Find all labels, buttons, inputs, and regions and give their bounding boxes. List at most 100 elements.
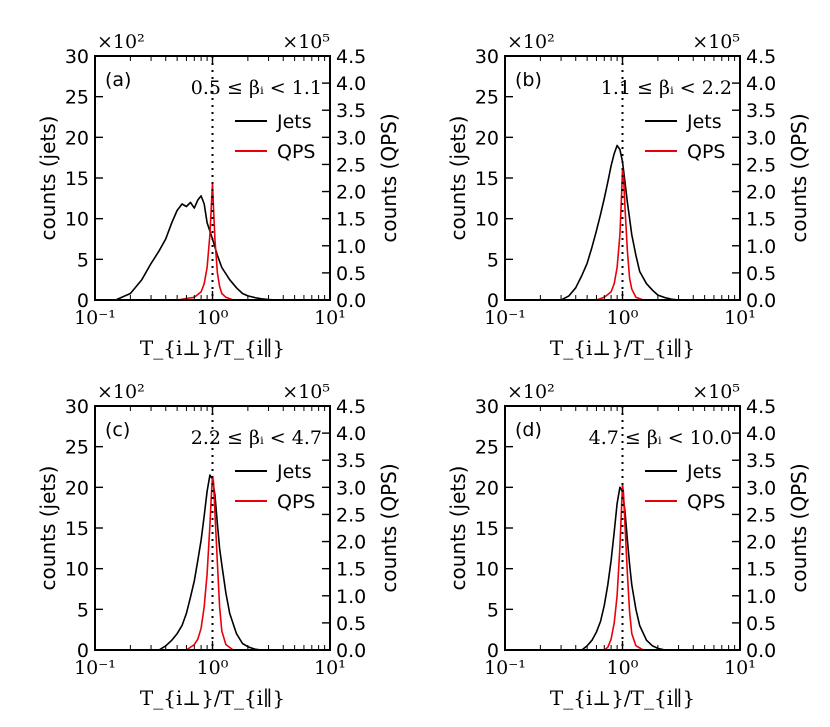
right-axis-multiplier: ×10⁵ <box>282 381 330 403</box>
y-axis-label-right: counts (QPS) <box>787 463 811 592</box>
legend-label-qps: QPS <box>277 491 315 513</box>
y-axis-label-left: counts (jets) <box>446 116 470 241</box>
panel-label: (d) <box>515 419 542 441</box>
x-tick-label: 10⁰ <box>197 657 229 679</box>
right-tick-label: 1.5 <box>336 209 366 231</box>
legend-label-jets: Jets <box>276 111 312 133</box>
x-axis-label: T_{i⊥}/T_{i∥} <box>140 686 285 710</box>
legend-label-qps: QPS <box>277 141 315 163</box>
left-tick-label: 25 <box>65 437 89 459</box>
left-axis-multiplier: ×10² <box>507 381 555 403</box>
series-line-jets <box>560 144 679 301</box>
left-tick-label: 25 <box>475 87 499 109</box>
right-tick-label: 3.0 <box>746 477 776 499</box>
panel-label: (c) <box>105 419 130 441</box>
y-axis-label-left: counts (jets) <box>36 116 60 241</box>
right-tick-label: 4.0 <box>746 73 776 95</box>
right-tick-label: 0.5 <box>746 613 776 635</box>
right-tick-label: 0.0 <box>336 290 366 312</box>
beta-range-label: 1.1 ≤ βᵢ < 2.2 <box>601 77 732 99</box>
right-axis-multiplier: ×10⁵ <box>282 31 330 53</box>
legend-label-qps: QPS <box>687 141 725 163</box>
x-tick-label: 10⁰ <box>607 307 639 329</box>
y-axis-label-left: counts (jets) <box>446 466 470 591</box>
left-tick-label: 5 <box>487 599 499 621</box>
right-tick-label: 3.0 <box>746 127 776 149</box>
left-tick-label: 0 <box>77 640 89 662</box>
left-tick-label: 0 <box>487 640 499 662</box>
left-tick-label: 20 <box>475 477 499 499</box>
series-line-qps <box>176 182 234 301</box>
series-line-jets <box>581 486 666 651</box>
right-tick-label: 1.5 <box>336 559 366 581</box>
right-tick-label: 3.0 <box>336 127 366 149</box>
right-tick-label: 2.5 <box>336 154 366 176</box>
right-axis-multiplier: ×10⁵ <box>692 31 740 53</box>
right-tick-label: 2.5 <box>746 154 776 176</box>
right-tick-label: 0.5 <box>746 263 776 285</box>
right-tick-label: 1.5 <box>746 209 776 231</box>
left-tick-label: 30 <box>65 46 89 68</box>
y-axis-label-left: counts (jets) <box>36 466 60 591</box>
right-tick-label: 4.5 <box>336 396 366 418</box>
chart-panel-4: 0 5 10 15 20 25 30 0.0 0.5 1.0 1.5 2.0 2.5 3.0 3.5 4.0 4… <box>446 381 811 710</box>
legend-label-jets: Jets <box>686 111 722 133</box>
left-tick-label: 20 <box>65 127 89 149</box>
x-tick-label: 10⁰ <box>197 307 229 329</box>
right-axis-multiplier: ×10⁵ <box>692 381 740 403</box>
right-tick-label: 1.0 <box>746 236 776 258</box>
right-tick-label: 1.0 <box>336 586 366 608</box>
left-tick-label: 15 <box>475 168 499 190</box>
right-tick-label: 3.5 <box>336 450 366 472</box>
series-line-qps <box>596 169 644 301</box>
right-tick-label: 4.5 <box>746 46 776 68</box>
left-tick-label: 10 <box>65 209 89 231</box>
right-tick-label: 3.5 <box>336 100 366 122</box>
left-tick-label: 30 <box>475 396 499 418</box>
left-tick-label: 25 <box>475 437 499 459</box>
left-tick-label: 15 <box>65 518 89 540</box>
x-tick-label: 10⁻¹ <box>484 307 526 329</box>
right-tick-label: 4.0 <box>746 423 776 445</box>
beta-range-label: 0.5 ≤ βᵢ < 1.1 <box>191 77 322 99</box>
x-axis-label: T_{i⊥}/T_{i∥} <box>140 336 285 360</box>
right-tick-label: 4.5 <box>746 396 776 418</box>
beta-range-label: 4.7 ≤ βᵢ < 10.0 <box>589 427 732 449</box>
y-axis-label-right: counts (QPS) <box>377 463 401 592</box>
left-tick-label: 5 <box>77 249 89 271</box>
right-tick-label: 4.0 <box>336 423 366 445</box>
chart-panel-3: 0 5 10 15 20 25 30 0.0 0.5 1.0 1.5 2.0 2.5 3.0 3.5 4.0 4… <box>36 381 401 710</box>
right-tick-label: 0.0 <box>746 640 776 662</box>
series-line-qps <box>185 475 234 651</box>
right-tick-label: 1.5 <box>746 559 776 581</box>
right-tick-label: 4.5 <box>336 46 366 68</box>
left-tick-label: 10 <box>475 559 499 581</box>
legend-label-jets: Jets <box>686 461 722 483</box>
right-tick-label: 3.0 <box>336 477 366 499</box>
left-tick-label: 25 <box>65 87 89 109</box>
right-tick-label: 0.0 <box>336 640 366 662</box>
chart-panel-1: 0 5 10 15 20 25 30 0.0 0.5 1.0 1.5 2.0 2.5 3.0 3.5 4.0 4… <box>36 31 401 360</box>
right-tick-label: 0.5 <box>336 613 366 635</box>
x-tick-label: 10⁻¹ <box>484 657 526 679</box>
left-tick-label: 0 <box>487 290 499 312</box>
right-tick-label: 2.0 <box>746 532 776 554</box>
right-tick-label: 2.0 <box>746 182 776 204</box>
x-tick-label: 10¹ <box>314 307 346 329</box>
left-tick-label: 5 <box>77 599 89 621</box>
right-tick-label: 3.5 <box>746 450 776 472</box>
right-tick-label: 2.5 <box>336 504 366 526</box>
x-tick-label: 10¹ <box>724 307 756 329</box>
series-line-jets <box>115 195 277 301</box>
right-tick-label: 2.0 <box>336 532 366 554</box>
right-tick-label: 4.0 <box>336 73 366 95</box>
legend-label-jets: Jets <box>276 461 312 483</box>
x-tick-label: 10⁻¹ <box>74 307 116 329</box>
x-tick-label: 10⁰ <box>607 657 639 679</box>
left-axis-multiplier: ×10² <box>97 381 145 403</box>
beta-range-label: 2.2 ≤ βᵢ < 4.7 <box>191 427 322 449</box>
right-tick-label: 1.0 <box>746 586 776 608</box>
left-axis-multiplier: ×10² <box>97 31 145 53</box>
left-tick-label: 10 <box>475 209 499 231</box>
